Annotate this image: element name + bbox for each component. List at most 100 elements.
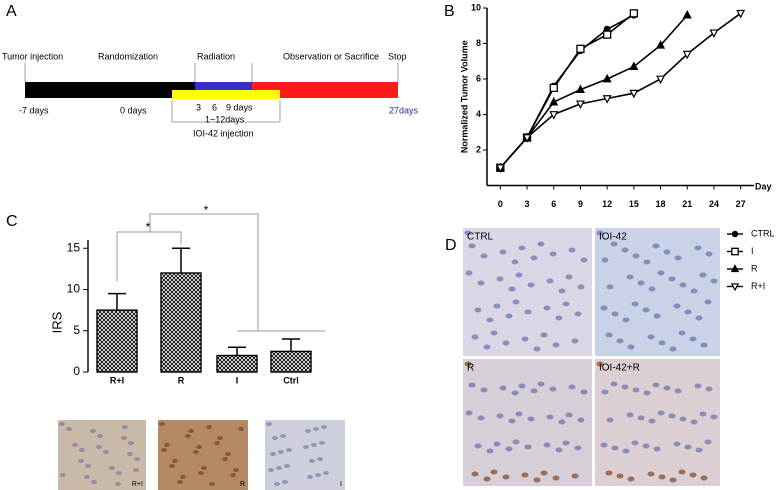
nucleus bbox=[474, 443, 482, 449]
image-label: IOI-42+R bbox=[599, 363, 640, 374]
day-label: 3 bbox=[196, 102, 201, 112]
nucleus bbox=[653, 446, 661, 452]
nucleus bbox=[684, 309, 692, 315]
y-tick-label: 4 bbox=[476, 109, 481, 119]
nucleus bbox=[631, 440, 639, 446]
cell bbox=[196, 445, 202, 449]
cell bbox=[169, 464, 175, 468]
nucleus bbox=[673, 441, 681, 447]
nucleus bbox=[678, 469, 686, 475]
y-tick-label: 5 bbox=[73, 323, 80, 337]
nucleus bbox=[626, 412, 634, 418]
legend-label: R bbox=[751, 263, 758, 273]
marker bbox=[603, 30, 612, 39]
x-tick-label: 27 bbox=[736, 199, 746, 209]
nucleus bbox=[653, 313, 661, 319]
injection-bar bbox=[172, 90, 280, 99]
cell bbox=[209, 482, 215, 486]
nucleus bbox=[571, 338, 579, 344]
nucleus bbox=[555, 447, 563, 453]
nucleus bbox=[699, 411, 707, 417]
cell bbox=[317, 457, 323, 461]
x-tick-label: 21 bbox=[682, 199, 692, 209]
event-label: Tumor injection bbox=[2, 51, 63, 61]
nucleus bbox=[705, 251, 713, 257]
cell bbox=[79, 448, 85, 452]
nucleus bbox=[546, 414, 554, 420]
legend-label: R+I bbox=[751, 281, 765, 291]
marker bbox=[629, 61, 639, 70]
panel-a: A Tumor injection Randomization Radiatio… bbox=[2, 3, 419, 138]
cell bbox=[122, 425, 128, 429]
injection-range: 1~12days bbox=[205, 114, 245, 124]
cell bbox=[84, 475, 90, 479]
connectors bbox=[24, 63, 399, 123]
cell bbox=[72, 443, 78, 447]
event-label: Randomization bbox=[98, 51, 158, 61]
cell bbox=[214, 441, 220, 445]
cell bbox=[272, 436, 278, 440]
nucleus bbox=[499, 249, 507, 255]
nucleus bbox=[574, 445, 582, 451]
nucleus bbox=[622, 448, 630, 454]
cell bbox=[323, 471, 329, 475]
image-label: IOI-42 bbox=[599, 232, 627, 243]
nucleus bbox=[699, 272, 707, 278]
nucleus bbox=[580, 389, 588, 395]
nucleus bbox=[477, 415, 485, 421]
cell bbox=[164, 443, 170, 447]
nucleus bbox=[622, 317, 630, 323]
nucleus bbox=[642, 443, 650, 449]
x-tick-label: 15 bbox=[629, 199, 639, 209]
series-line bbox=[499, 12, 742, 169]
nucleus bbox=[627, 344, 635, 350]
micrograph bbox=[595, 359, 720, 486]
nucleus bbox=[663, 249, 671, 255]
nucleus bbox=[508, 418, 516, 424]
nucleus bbox=[710, 278, 718, 284]
y-tick-label: 6 bbox=[476, 73, 481, 83]
marker bbox=[549, 96, 559, 106]
cell bbox=[161, 448, 167, 452]
nucleus bbox=[521, 336, 529, 342]
nucleus bbox=[643, 390, 651, 396]
cell bbox=[266, 422, 272, 426]
micrograph bbox=[463, 359, 592, 486]
nucleus bbox=[690, 288, 698, 294]
nucleus bbox=[555, 315, 563, 321]
x-tick-label: 3 bbox=[525, 199, 530, 209]
image-label: R bbox=[240, 481, 245, 488]
nucleus bbox=[700, 342, 708, 348]
cell bbox=[90, 429, 96, 433]
nucleus bbox=[674, 255, 682, 261]
cell bbox=[230, 473, 236, 477]
marker bbox=[731, 247, 739, 256]
sig-label: * bbox=[204, 203, 209, 217]
marker bbox=[731, 230, 739, 238]
x-tick-label: R bbox=[178, 375, 185, 385]
nucleus bbox=[533, 477, 541, 483]
event-label: Stop bbox=[388, 51, 407, 61]
y-tick-label: 8 bbox=[476, 38, 481, 48]
marker bbox=[575, 100, 585, 109]
nucleus bbox=[605, 470, 613, 476]
y-axis-label: Normalized Tumor Volume bbox=[459, 40, 469, 153]
nucleus bbox=[490, 469, 498, 475]
cell bbox=[278, 450, 284, 454]
nucleus bbox=[663, 385, 671, 391]
legend-label: CTRL bbox=[751, 228, 775, 238]
day-label: 9 days bbox=[226, 102, 253, 112]
nucleus bbox=[493, 441, 501, 447]
image-label: I bbox=[340, 481, 342, 488]
cell bbox=[313, 427, 319, 431]
x-tick-label: Ctrl bbox=[283, 375, 299, 385]
cell bbox=[127, 452, 133, 456]
nucleus bbox=[511, 259, 519, 265]
cell bbox=[280, 434, 286, 438]
cell bbox=[109, 466, 115, 470]
day-label: 27days bbox=[389, 105, 419, 115]
nucleus bbox=[704, 439, 712, 445]
nucleus bbox=[669, 477, 677, 483]
marker bbox=[549, 83, 558, 93]
panel-label: C bbox=[6, 213, 18, 230]
